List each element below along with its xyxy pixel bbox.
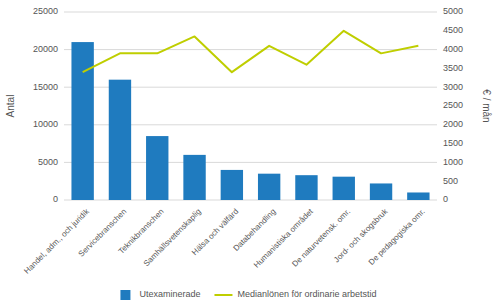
- bar: [333, 177, 355, 200]
- legend-label: Medianlönen för ordinarie arbetstid: [237, 289, 376, 299]
- y2-tick-label: 2000: [443, 119, 463, 129]
- y-tick-label: 20000: [33, 44, 58, 54]
- y2-tick-label: 3000: [443, 82, 463, 92]
- bar: [295, 175, 317, 200]
- bar-series: [71, 42, 429, 200]
- x-tick-label: Hälsa och välfärd: [190, 207, 240, 257]
- y-tick-label: 10000: [33, 119, 58, 129]
- grid-line: [64, 49, 437, 50]
- axes: 0 5000 10000 15000 20000 25000 0 500 1000 1500 200…: [5, 6, 492, 275]
- y-tick-label: 5000: [38, 157, 58, 167]
- bar: [109, 80, 131, 200]
- x-tick-label: Handel, adm., och juridik: [22, 206, 91, 275]
- y-tick-label: 15000: [33, 82, 58, 92]
- background: [0, 0, 493, 304]
- y2-tick-label: 3500: [443, 63, 463, 73]
- bar: [71, 42, 93, 200]
- grid-line: [64, 12, 437, 13]
- legend: Utexaminerade Medianlönen för ordinarie a…: [120, 289, 376, 300]
- x-tick-label: Samhällsvetenskaplig: [142, 207, 203, 268]
- y2-tick-label: 4000: [443, 44, 463, 54]
- legend-item: Utexaminerade: [120, 289, 200, 300]
- y2-tick-label: 1000: [443, 157, 463, 167]
- x-tick-label: De pedagogiska omr.: [367, 207, 427, 267]
- y-axis-label: Antal: [5, 95, 16, 118]
- bar: [407, 192, 429, 200]
- bar: [258, 174, 280, 200]
- y2-tick-label: 500: [443, 176, 458, 186]
- bar: [221, 170, 243, 200]
- y2-tick-label: 4500: [443, 25, 463, 35]
- legend-swatch: [120, 290, 130, 300]
- line: [83, 31, 419, 72]
- bar: [146, 136, 168, 200]
- y2-tick-label: 5000: [443, 6, 463, 16]
- y2-tick-label: 0: [443, 194, 448, 204]
- legend-item: Medianlönen för ordinarie arbetstid: [214, 289, 376, 299]
- chart-svg: 0 5000 10000 15000 20000 25000 0 500 1000 1500 200…: [0, 0, 493, 304]
- bar: [183, 155, 205, 200]
- chart-container: 0 5000 10000 15000 20000 25000 0 500 1000 1500 200…: [0, 0, 493, 304]
- grid: [64, 12, 437, 200]
- y2-tick-label: 1500: [443, 138, 463, 148]
- legend-label: Utexaminerade: [139, 289, 200, 299]
- y2-tick-label: 2500: [443, 100, 463, 110]
- y-tick-label: 0: [53, 194, 58, 204]
- marks: [71, 31, 429, 200]
- x-tick-label: Humanistiska området: [252, 206, 315, 269]
- y2-axis-label: € / mån: [481, 89, 492, 122]
- bar: [370, 183, 392, 200]
- y-tick-label: 25000: [33, 6, 58, 16]
- legend-swatch: [214, 294, 232, 296]
